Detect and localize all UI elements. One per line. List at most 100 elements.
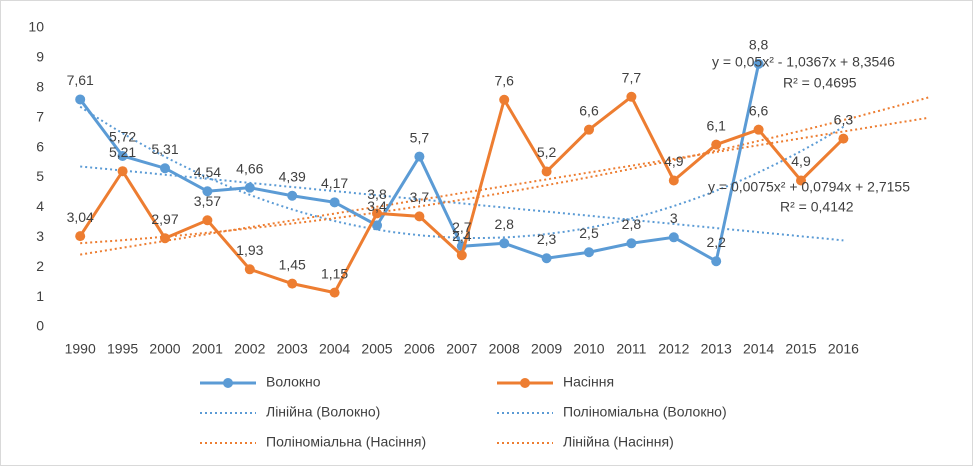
data-point	[584, 247, 594, 258]
legend-label: Насіння	[563, 374, 614, 390]
x-tick-label: 2002	[234, 341, 265, 357]
data-point	[414, 211, 425, 222]
data-point	[626, 238, 637, 249]
data-label: 3,8	[367, 186, 387, 202]
data-label: 6,3	[834, 111, 854, 127]
data-point	[75, 94, 86, 105]
annotation: R² = 0,4695	[783, 75, 857, 91]
data-point	[244, 182, 255, 193]
data-label: 5,31	[151, 141, 178, 157]
legend-label: Поліноміальна (Волокно)	[563, 404, 727, 420]
legend-label: Лінійна (Волокно)	[266, 404, 380, 420]
y-tick-label: 7	[36, 108, 44, 124]
data-point	[287, 278, 298, 289]
x-tick-label: 2016	[828, 341, 859, 357]
data-point	[456, 250, 467, 261]
x-tick-label: 2004	[319, 341, 350, 357]
data-label: 5,2	[537, 144, 557, 160]
data-label: 6,6	[579, 102, 599, 118]
data-point	[372, 208, 382, 219]
data-point	[753, 58, 764, 69]
data-point	[499, 238, 510, 249]
data-point	[711, 256, 722, 267]
data-label: 1,45	[279, 256, 306, 272]
data-label: 1,93	[236, 242, 263, 258]
legend-label: Волокно	[266, 374, 321, 390]
data-label: 7,61	[67, 72, 94, 88]
y-tick-label: 8	[36, 79, 44, 95]
y-tick-label: 9	[36, 49, 44, 65]
x-tick-label: 2011	[616, 341, 646, 357]
data-point	[202, 215, 213, 226]
x-tick-label: 2005	[361, 341, 392, 357]
data-label: 3	[670, 210, 678, 226]
x-tick-label: 2013	[701, 341, 732, 357]
y-tick-label: 6	[36, 138, 44, 154]
legend-label: Лінійна (Насіння)	[563, 434, 674, 450]
data-label: 5,72	[109, 129, 136, 145]
data-label: 3,57	[194, 193, 221, 209]
legend-swatch	[223, 378, 233, 388]
data-label: 4,54	[194, 164, 221, 180]
data-label: 6,6	[749, 102, 769, 118]
data-label: 3,04	[67, 209, 94, 225]
data-label: 3,7	[410, 189, 430, 205]
data-point	[244, 264, 255, 275]
y-tick-label: 10	[28, 19, 44, 35]
y-tick-label: 2	[36, 258, 44, 274]
annotation: R² = 0,4142	[780, 199, 854, 215]
data-label: 2,4	[452, 228, 472, 244]
data-label: 4,9	[791, 153, 811, 169]
data-label: 5,7	[410, 129, 430, 145]
y-tick-label: 1	[36, 288, 44, 304]
x-tick-label: 2001	[192, 341, 223, 357]
data-label: 4,66	[236, 160, 263, 176]
data-label: 3,4	[367, 198, 387, 214]
legend-swatch	[520, 378, 530, 388]
trendline	[79, 105, 844, 239]
data-point	[584, 124, 594, 135]
y-tick-label: 0	[36, 318, 44, 334]
data-point	[796, 175, 806, 186]
data-label: 1,15	[321, 265, 348, 281]
annotation: y = 0,0075x² + 0,0794x + 2,7155	[708, 179, 910, 195]
data-label: 2,2	[706, 234, 726, 250]
trendline	[80, 96, 929, 245]
data-point	[202, 186, 213, 197]
data-point	[541, 253, 552, 264]
y-tick-label: 5	[36, 168, 44, 184]
data-point	[414, 151, 425, 162]
x-tick-label: 2010	[573, 341, 604, 357]
data-point	[711, 139, 722, 150]
data-label: 7,6	[494, 72, 514, 88]
x-tick-label: 2009	[531, 341, 562, 357]
data-point	[160, 233, 170, 244]
data-label: 2,97	[151, 211, 178, 227]
trendline	[80, 116, 929, 256]
data-label: 2,8	[622, 216, 642, 232]
data-label: 2,5	[579, 225, 599, 241]
x-tick-label: 2015	[785, 341, 816, 357]
x-tick-label: 1995	[107, 341, 138, 357]
data-point	[329, 287, 340, 298]
data-label: 6,1	[706, 117, 726, 133]
x-tick-label: 2006	[404, 341, 435, 357]
data-point	[160, 163, 170, 174]
annotation: y = 0,05x² - 1,0367x + 8,3546	[712, 54, 895, 70]
data-label: 7,7	[622, 69, 642, 85]
x-tick-label: 2007	[446, 341, 477, 357]
data-point	[287, 190, 298, 201]
x-tick-label: 2000	[149, 341, 180, 357]
data-label: 4,17	[321, 175, 348, 191]
x-tick-label: 2012	[658, 341, 689, 357]
x-tick-label: 1990	[65, 341, 96, 357]
data-label: 4,39	[279, 168, 306, 184]
x-tick-label: 2008	[489, 341, 520, 357]
data-label: 4,9	[664, 153, 684, 169]
data-point	[117, 150, 128, 161]
data-point	[838, 133, 849, 144]
data-point	[753, 124, 764, 135]
data-label: 2,8	[494, 216, 514, 232]
